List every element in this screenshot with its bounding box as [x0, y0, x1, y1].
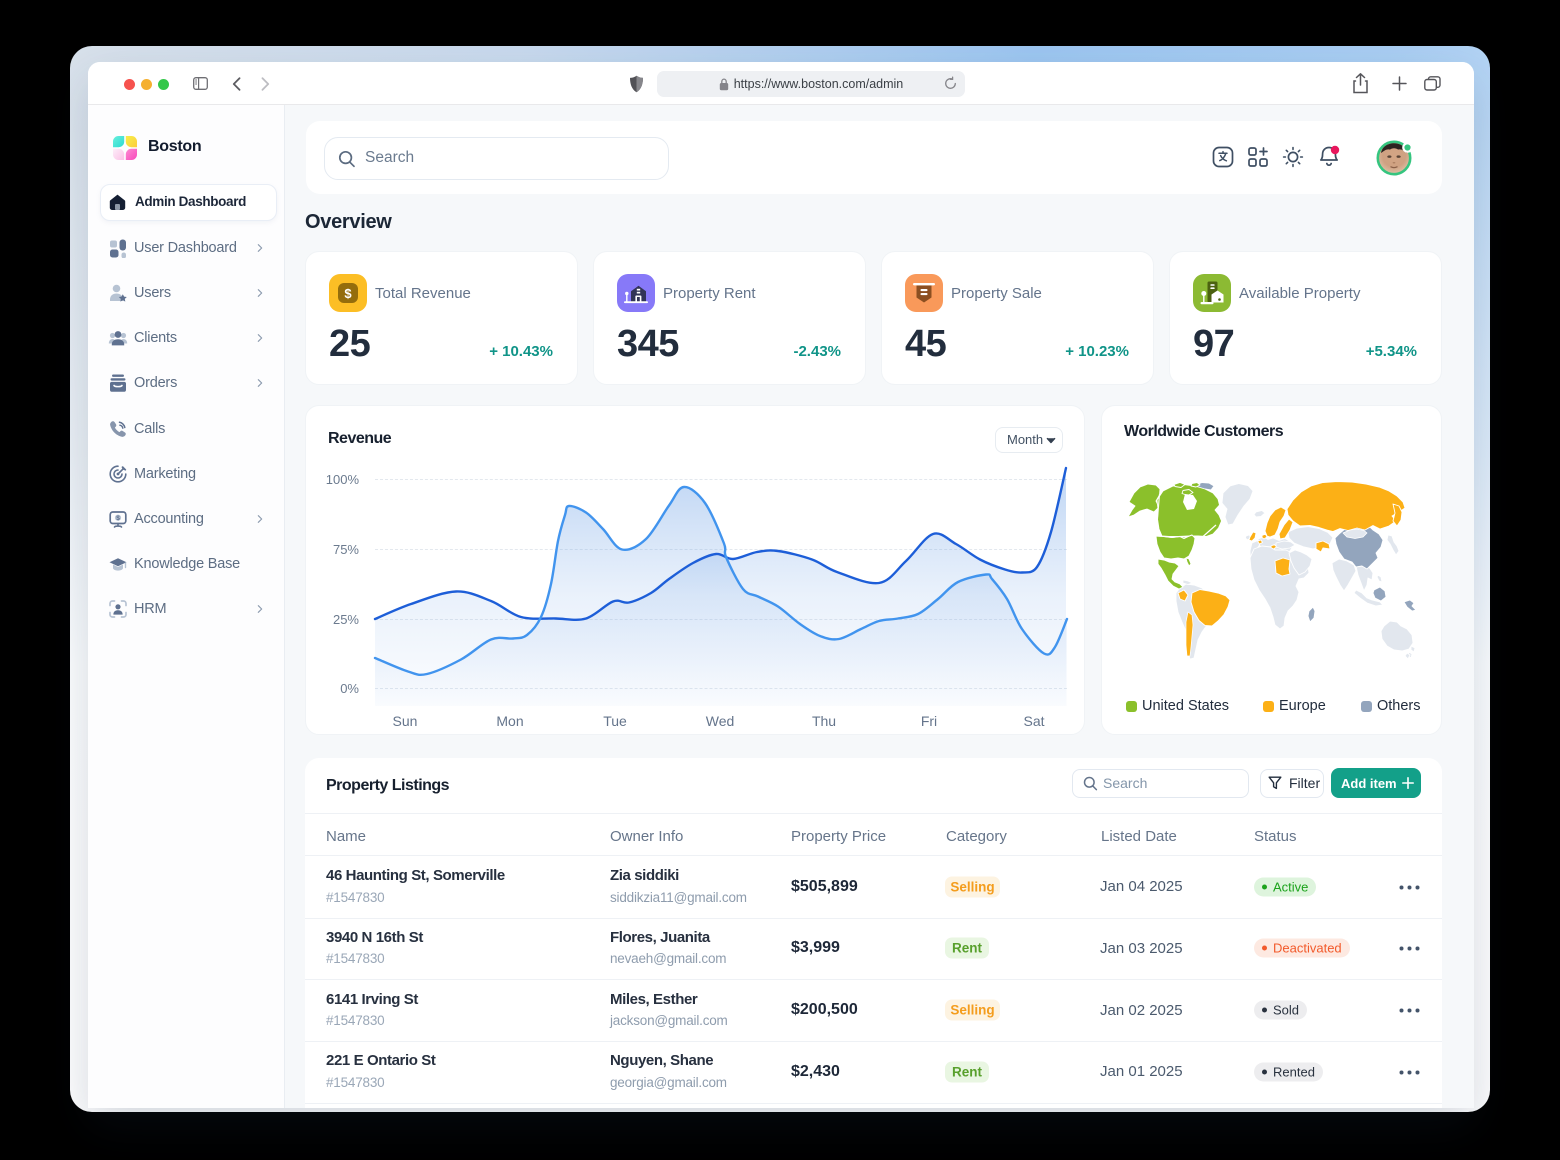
svg-text:$: $: [344, 286, 352, 301]
svg-text:$: $: [116, 515, 120, 522]
